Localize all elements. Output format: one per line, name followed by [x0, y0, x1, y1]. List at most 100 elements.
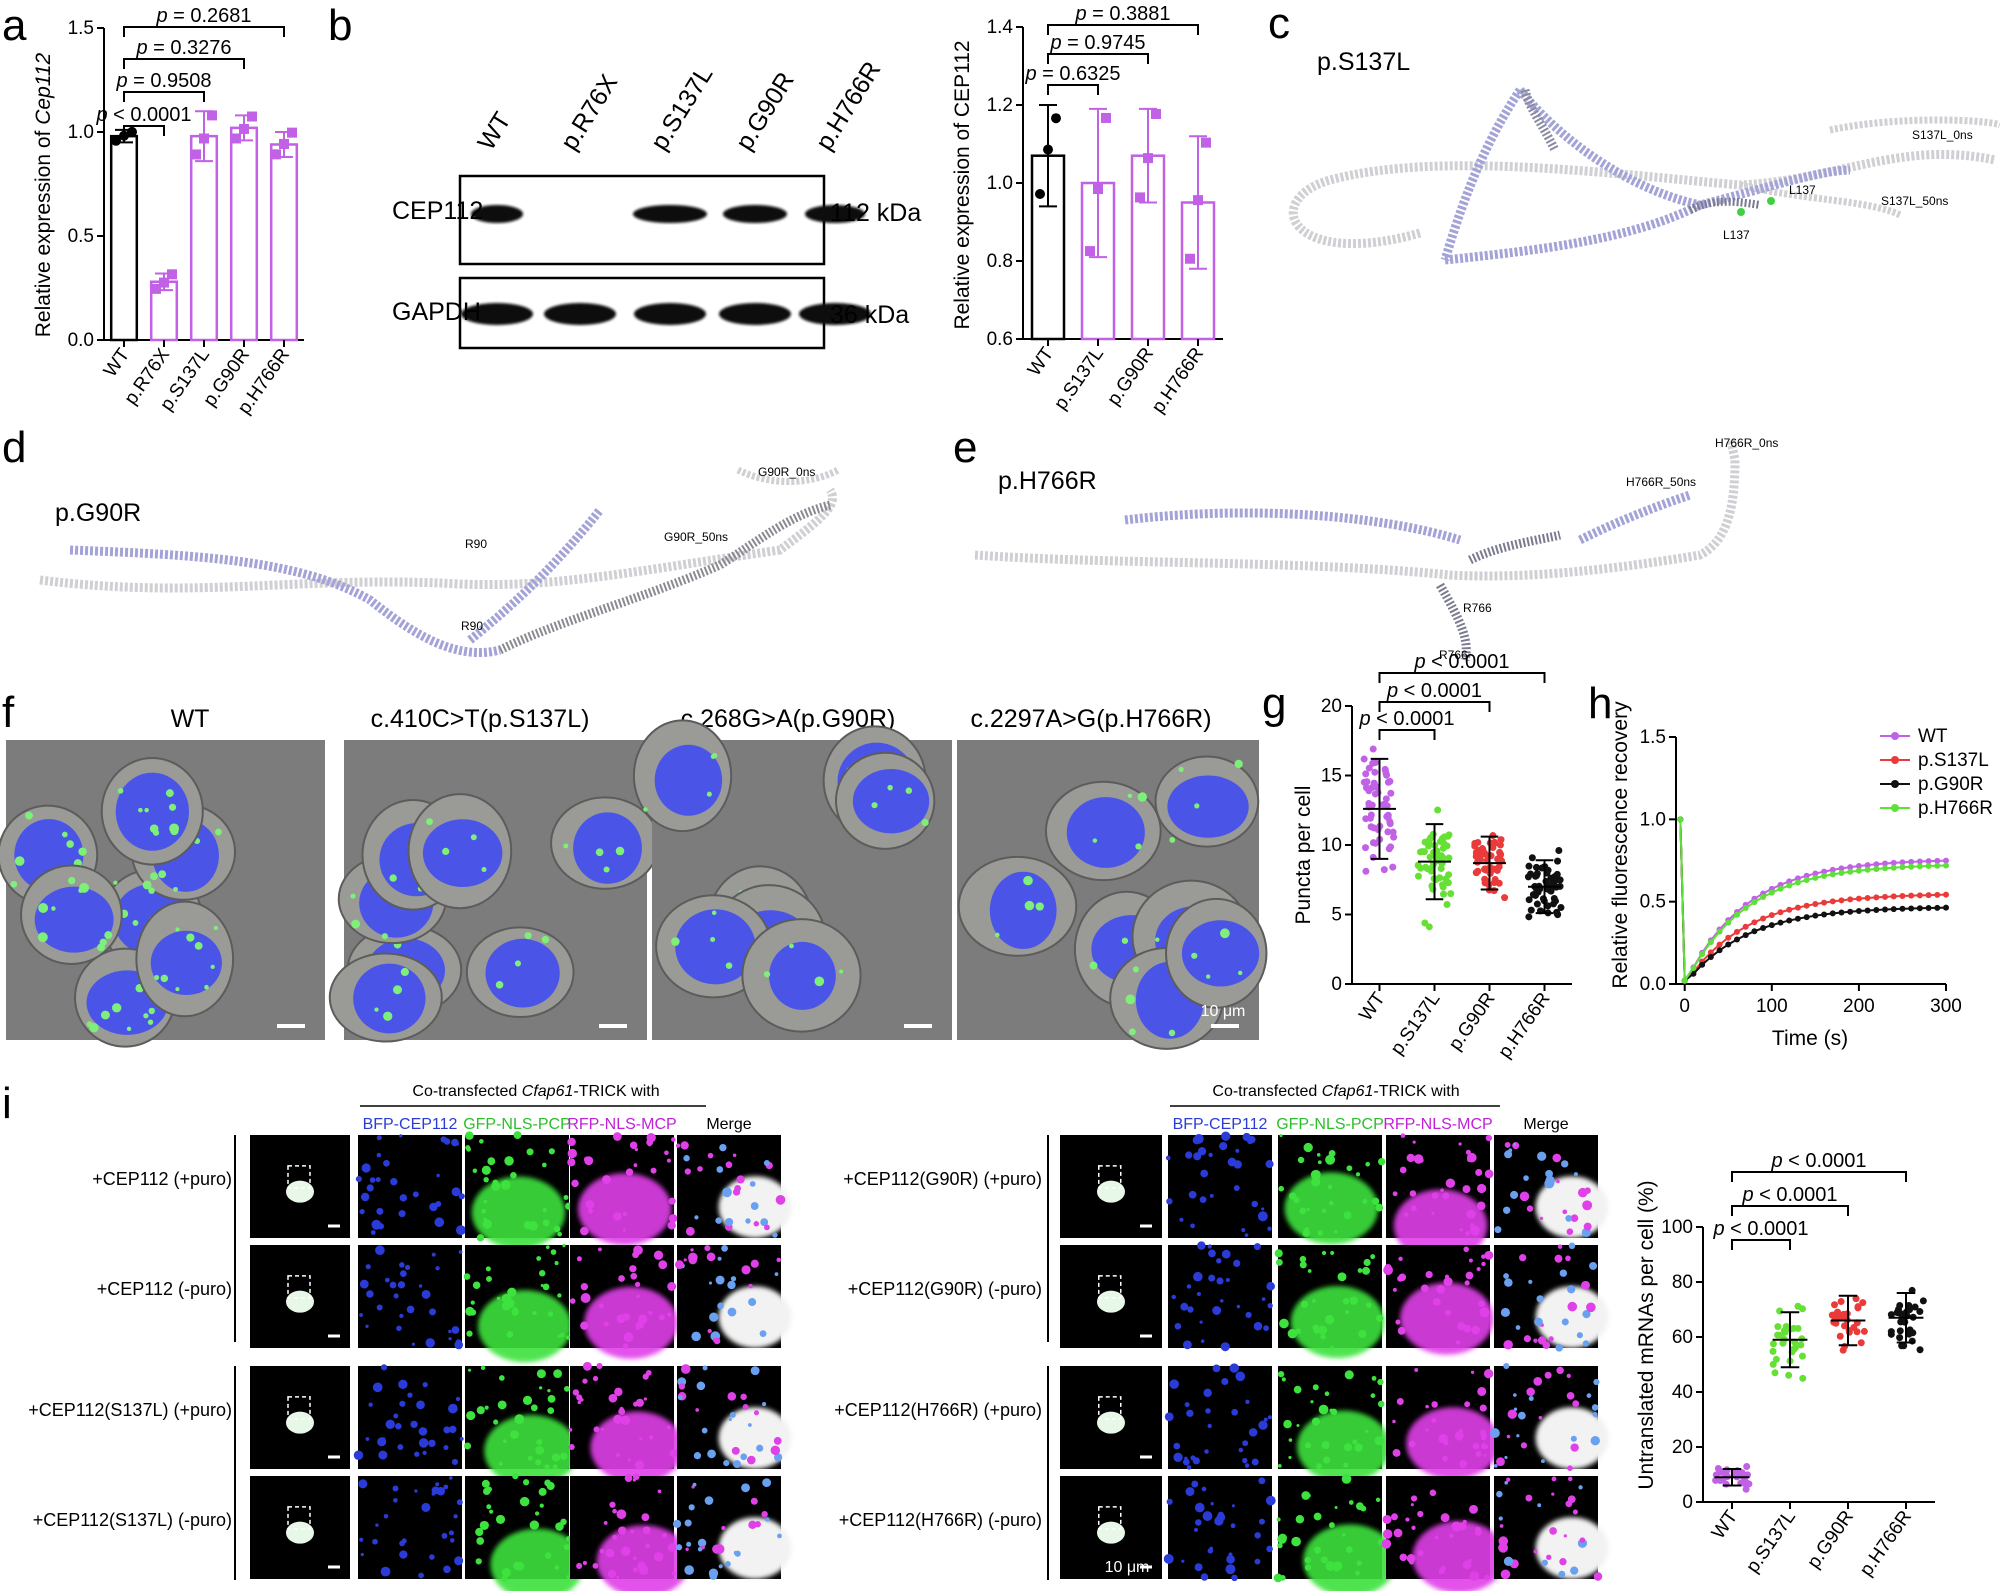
- signal-dot: [515, 1561, 525, 1571]
- signal-dot: [1345, 1546, 1353, 1554]
- panel-h-point: [1925, 858, 1932, 865]
- panel-g-ytick-label: 20: [1321, 696, 1342, 717]
- signal-dot: [1352, 1439, 1358, 1445]
- signal-dot: [529, 1520, 540, 1530]
- nucleus-signal: [1412, 1520, 1507, 1591]
- signal-dot: [389, 1281, 397, 1289]
- signal-dot: [486, 1504, 492, 1510]
- signal-dot: [704, 1245, 711, 1252]
- panel-g-point: [1525, 896, 1533, 904]
- panel-i-header-left: Co-transfected Cfap61-TRICK with: [412, 1083, 659, 1100]
- signal-dot: [436, 1173, 440, 1178]
- signal-dot: [761, 1510, 768, 1518]
- signal-dot: [613, 1414, 623, 1424]
- signal-dot: [1465, 1231, 1471, 1236]
- legend-label: p.H766R: [1918, 798, 1993, 819]
- signal-dot: [530, 1404, 538, 1412]
- signal-dot: [1525, 1494, 1533, 1502]
- panel-g-p2-label: p < 0.0001: [1413, 651, 1509, 673]
- panel-i-ytick-label: 100: [1661, 1217, 1693, 1238]
- panel-h-point: [1829, 866, 1836, 873]
- panel-a-ytick-label: 0.5: [68, 226, 94, 247]
- signal-dot: [1377, 1157, 1386, 1166]
- panel-h-point: [1847, 864, 1854, 871]
- signal-dot: [1410, 1503, 1414, 1507]
- panel-g-point: [1414, 872, 1422, 880]
- signal-dot: [1185, 1487, 1195, 1497]
- panel-f-title-h766r: c.2297A>G(p.H766R): [970, 705, 1211, 733]
- signal-dot: [358, 1479, 368, 1489]
- panel-i-point: [1798, 1305, 1806, 1313]
- cell-overview: [286, 1411, 314, 1434]
- signal-dot: [551, 1453, 561, 1462]
- signal-dot: [648, 1435, 654, 1440]
- signal-dot: [1254, 1532, 1261, 1539]
- signal-dot: [1279, 1318, 1289, 1329]
- signal-dot: [372, 1382, 383, 1393]
- signal-dot: [1593, 1378, 1600, 1386]
- signal-dot: [1475, 1168, 1483, 1177]
- puncta: [117, 788, 124, 794]
- panel-b-p1-bracket: [1047, 53, 1149, 64]
- signal-dot: [1503, 1362, 1510, 1370]
- signal-dot: [1311, 1417, 1321, 1426]
- signal-dot: [1456, 1434, 1463, 1441]
- panel-h-point: [1908, 892, 1915, 899]
- signal-dot: [684, 1168, 691, 1175]
- panel-f-title-s137l: c.410C>T(p.S137L): [371, 705, 590, 733]
- signal-dot: [722, 1187, 732, 1198]
- panel-a-p3-bracket: [123, 26, 285, 37]
- legend-marker: [1891, 780, 1899, 788]
- signal-dot: [1382, 1529, 1393, 1539]
- signal-dot: [1267, 1226, 1272, 1231]
- signal-dot: [365, 1437, 370, 1441]
- puncta: [147, 1019, 154, 1025]
- zoom-box: [1098, 1506, 1122, 1530]
- panel-a-point: [207, 110, 217, 121]
- panel-a-ytick-label: 1.0: [68, 122, 94, 143]
- panel-g-xtick-label: p.S137L: [1387, 989, 1445, 1059]
- signal-dot: [476, 1234, 485, 1242]
- panel-g-point: [1380, 866, 1388, 874]
- signal-dot: [1179, 1217, 1184, 1222]
- signal-dot: [1528, 1395, 1534, 1401]
- panel-h-point: [1890, 859, 1897, 866]
- signal-dot: [1293, 1385, 1302, 1394]
- signal-dot: [454, 1556, 464, 1566]
- signal-dot: [1321, 1441, 1330, 1450]
- signal-dot: [1344, 1370, 1354, 1380]
- signal-dot: [1534, 1317, 1543, 1327]
- signal-dot: [1541, 1459, 1545, 1464]
- signal-dot: [742, 1404, 749, 1410]
- signal-dot: [1185, 1151, 1193, 1159]
- panel-h-point: [1916, 863, 1923, 870]
- signal-dot: [760, 1218, 769, 1227]
- signal-dot: [383, 1159, 390, 1167]
- signal-dot: [582, 1560, 587, 1565]
- panel-h-point: [1725, 919, 1732, 926]
- signal-dot: [1299, 1261, 1307, 1269]
- signal-dot: [603, 1321, 609, 1327]
- puncta: [400, 967, 409, 977]
- panel-h-xtick-label: 100: [1756, 996, 1788, 1017]
- signal-dot: [717, 1256, 722, 1261]
- signal-dot: [620, 1415, 631, 1426]
- signal-dot: [547, 1407, 555, 1414]
- signal-dot: [1166, 1498, 1173, 1505]
- signal-dot: [582, 1378, 588, 1384]
- panel-i-point: [1887, 1328, 1895, 1336]
- signal-dot: [1411, 1525, 1416, 1530]
- signal-dot: [1556, 1179, 1560, 1184]
- panel-h-point: [1768, 889, 1775, 896]
- panel-a-p0-label: p < 0.0001: [95, 104, 191, 126]
- panel-h-point: [1742, 905, 1749, 912]
- signal-dot: [1570, 1214, 1579, 1222]
- signal-dot: [501, 1301, 512, 1311]
- panel-g-point: [1440, 833, 1448, 841]
- nucleus-signal: [577, 1173, 672, 1246]
- nucleus: [34, 886, 114, 953]
- signal-dot: [637, 1322, 645, 1329]
- signal-dot: [1411, 1205, 1417, 1212]
- panel-h-point: [1838, 909, 1845, 916]
- panel-a-bar: [189, 134, 219, 342]
